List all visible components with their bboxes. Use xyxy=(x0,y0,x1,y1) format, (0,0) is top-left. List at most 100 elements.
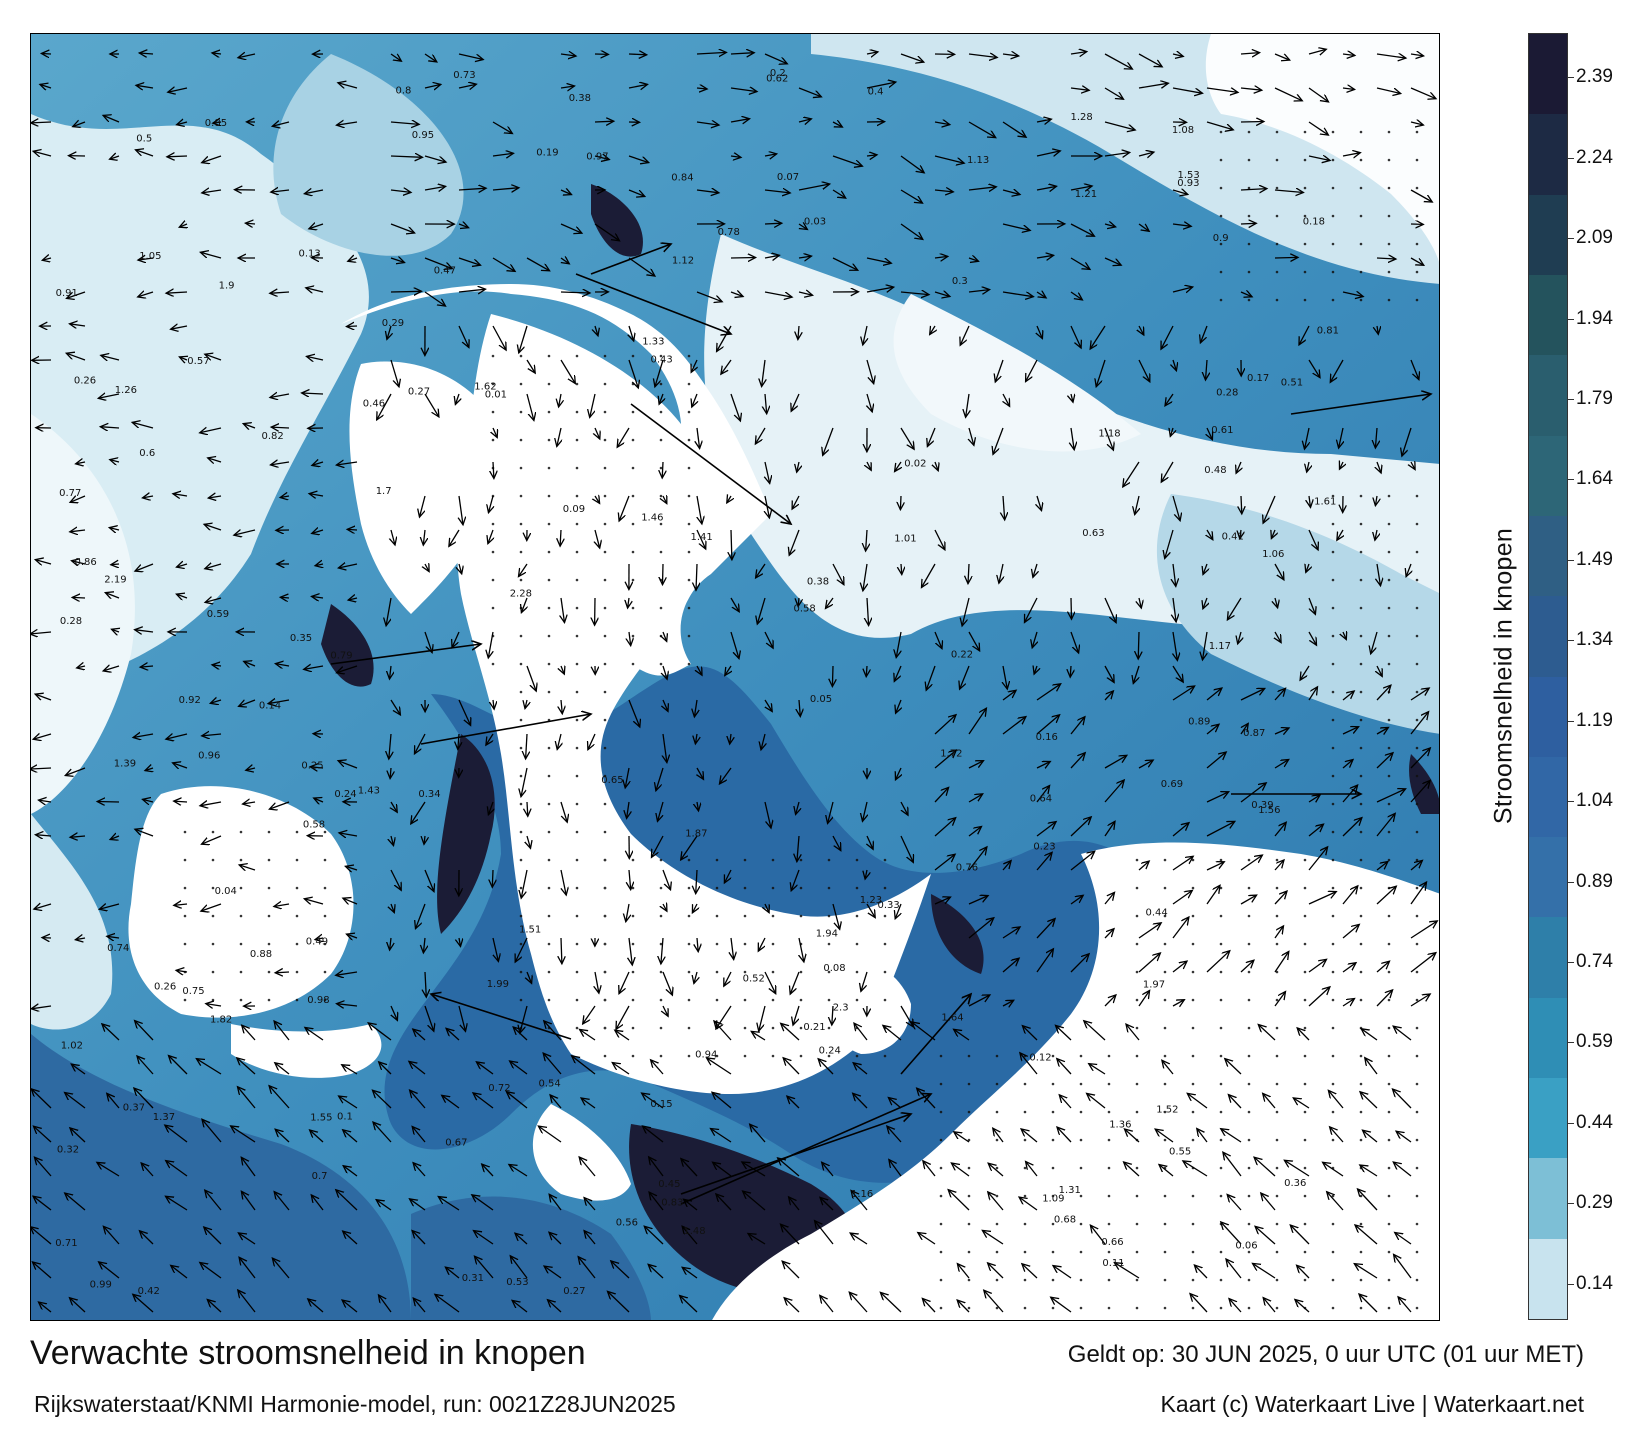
current-vector-arrow xyxy=(472,1195,494,1211)
color-band xyxy=(1529,1158,1567,1239)
current-vector-arrow xyxy=(314,798,324,802)
current-vector-arrow xyxy=(1057,1127,1072,1143)
current-vector-arrow xyxy=(787,1096,800,1109)
current-vector-arrow xyxy=(750,1124,766,1143)
speed-value-label: 0.58 xyxy=(303,819,325,830)
current-vector-arrow xyxy=(1114,1263,1140,1279)
current-vector-arrow xyxy=(1240,189,1267,190)
current-vector-arrow xyxy=(730,292,743,297)
current-vector-arrow xyxy=(1002,190,1020,195)
current-vector-arrow xyxy=(31,1089,52,1109)
color-scale-tick-mark xyxy=(1568,1042,1574,1044)
current-vector-arrow xyxy=(1410,712,1429,735)
current-vector-arrow xyxy=(339,833,358,836)
current-vector-arrow xyxy=(1203,597,1207,609)
current-vector-arrow xyxy=(1308,687,1318,701)
current-vector-arrow xyxy=(98,394,120,398)
current-vector-arrow xyxy=(583,1005,596,1024)
current-vector-arrow xyxy=(1070,851,1095,871)
current-speed-map[interactable]: 0.43 0.29 0.31 0.38 0.36 0.28 0.22 0.26 0.8 0.75 0… xyxy=(31,34,1440,1321)
current-vector-arrow xyxy=(1172,87,1203,93)
current-vector-arrow xyxy=(1173,563,1176,586)
current-vector-arrow xyxy=(1070,665,1071,677)
current-vector-arrow xyxy=(1274,891,1287,905)
current-vector-arrow xyxy=(697,665,702,675)
speed-value-label: 0.55 xyxy=(1169,1147,1191,1158)
current-vector-arrow xyxy=(757,597,766,624)
current-vector-arrow xyxy=(1104,427,1113,450)
current-vector-arrow xyxy=(177,564,188,567)
current-vector-arrow xyxy=(310,767,324,768)
current-vector-arrow xyxy=(275,1129,290,1143)
color-scale-tick-mark xyxy=(1568,318,1574,320)
color-scale-tick-mark xyxy=(1568,559,1574,561)
current-vector-arrow xyxy=(1070,717,1085,735)
current-vector-arrow xyxy=(1393,1026,1412,1041)
current-vector-arrow xyxy=(900,292,929,295)
current-vector-arrow xyxy=(239,865,256,870)
current-vector-arrow xyxy=(1020,1053,1038,1075)
current-vector-arrow xyxy=(652,835,664,857)
current-vector-arrow xyxy=(1165,393,1174,406)
current-vector-arrow xyxy=(145,768,153,771)
current-vector-arrow xyxy=(630,403,791,524)
speed-value-label: 1.53 xyxy=(1178,170,1200,181)
current-vector-arrow xyxy=(628,54,647,55)
current-vector-arrow xyxy=(1398,1297,1412,1313)
current-vector-arrow xyxy=(390,665,392,679)
speed-value-label: 0.41 xyxy=(1222,531,1244,542)
current-vector-arrow xyxy=(1032,631,1037,648)
color-scale-tick-label: 2.24 xyxy=(1576,146,1613,168)
current-vector-arrow xyxy=(649,1192,664,1211)
speed-value-label: 1.82 xyxy=(210,1014,232,1025)
current-vector-arrow xyxy=(820,1197,834,1211)
current-vector-arrow xyxy=(629,869,631,890)
current-vector-arrow xyxy=(544,1266,562,1279)
current-vector-arrow xyxy=(1206,724,1219,735)
current-vector-arrow xyxy=(205,598,222,602)
current-vector-arrow xyxy=(1342,963,1356,973)
current-vector-arrow xyxy=(751,1031,766,1041)
current-vector-arrow xyxy=(1365,1058,1378,1075)
current-vector-arrow xyxy=(515,1233,528,1245)
speed-value-label: 1.02 xyxy=(61,1040,83,1051)
color-scale-tick-mark xyxy=(1568,881,1574,883)
current-vector-arrow xyxy=(166,1161,188,1177)
current-vector-arrow xyxy=(1355,1225,1378,1245)
current-vector-arrow xyxy=(391,835,394,846)
current-vector-arrow xyxy=(420,495,426,517)
current-vector-arrow xyxy=(1354,1264,1378,1279)
current-vector-arrow xyxy=(649,1157,664,1177)
speed-value-label: 1.23 xyxy=(860,895,882,906)
current-vector-arrow xyxy=(960,665,970,689)
speed-value-label: 1.43 xyxy=(358,786,380,797)
current-vector-arrow xyxy=(304,899,324,904)
current-vector-arrow xyxy=(1172,190,1188,194)
current-vector-arrow xyxy=(611,1261,630,1279)
current-vector-arrow xyxy=(72,597,86,598)
current-vector-arrow xyxy=(1308,597,1315,614)
speed-value-label: 0.9 xyxy=(1213,233,1229,244)
speed-value-label: 0.15 xyxy=(650,1099,672,1110)
current-vector-arrow xyxy=(1410,257,1424,265)
current-vector-arrow xyxy=(390,190,411,192)
current-vector-arrow xyxy=(625,767,629,788)
current-vector-arrow xyxy=(1096,359,1106,387)
current-vector-arrow xyxy=(720,767,732,784)
current-vector-arrow xyxy=(376,1200,392,1211)
color-scale-tick-label: 0.59 xyxy=(1576,1031,1613,1053)
current-vector-arrow xyxy=(458,1005,466,1031)
current-vector-arrow xyxy=(988,1263,1004,1279)
speed-value-label: 0.75 xyxy=(182,986,204,997)
current-vector-arrow xyxy=(900,53,924,62)
current-vector-arrow xyxy=(696,529,706,549)
map-panel[interactable]: 0.43 0.29 0.31 0.38 0.36 0.28 0.22 0.26 0.8 0.75 0… xyxy=(30,33,1440,1321)
current-vector-arrow xyxy=(176,594,188,598)
current-vector-arrow xyxy=(900,835,913,862)
speed-value-label: 0.1 xyxy=(337,1112,353,1123)
current-vector-arrow xyxy=(238,1087,256,1109)
speed-value-label: 0.49 xyxy=(306,937,328,948)
current-vector-arrow xyxy=(1002,54,1019,56)
current-vector-arrow xyxy=(239,699,256,706)
current-vector-arrow xyxy=(1376,862,1388,871)
